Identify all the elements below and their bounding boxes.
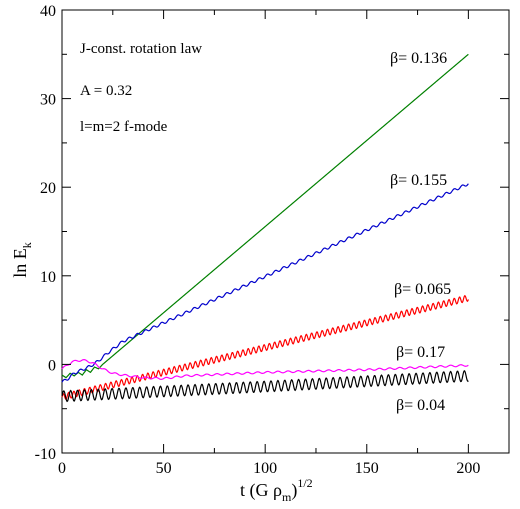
series-label-beta-0065: β= 0.065 xyxy=(394,281,451,298)
series-label-beta-0155: β= 0.155 xyxy=(390,172,447,189)
annotation-amplitude: A = 0.32 xyxy=(80,83,132,99)
y-tick-label: 20 xyxy=(40,180,56,197)
series-line-1 xyxy=(61,53,469,379)
x-tick-label: 200 xyxy=(456,460,480,477)
x-tick-label: 0 xyxy=(58,460,66,477)
y-tick-label: 10 xyxy=(40,269,56,286)
series-line-2 xyxy=(61,183,469,383)
annotation-rotation-law: J-const. rotation law xyxy=(80,41,202,57)
x-tick-label: 100 xyxy=(253,460,277,477)
x-axis-title: t (G ρm)1/2 xyxy=(240,476,313,504)
annotation-mode: l=m=2 f-mode xyxy=(80,119,168,135)
series-line-5 xyxy=(61,370,469,403)
x-tick-label: 50 xyxy=(156,460,172,477)
y-tick-label: 30 xyxy=(40,92,56,109)
y-tick-label: 40 xyxy=(40,3,56,20)
series-line-4 xyxy=(61,359,469,380)
plot-lines xyxy=(61,53,469,403)
y-tick-label: 0 xyxy=(48,357,56,374)
series-label-beta-0136: β= 0.136 xyxy=(390,50,447,67)
series-label-beta-017: β= 0.17 xyxy=(396,344,445,361)
y-axis-title: ln Ek xyxy=(10,242,34,278)
series-label-beta-004: β= 0.04 xyxy=(396,397,445,414)
series-line-3 xyxy=(61,294,469,401)
y-tick-label: -10 xyxy=(35,446,56,463)
x-tick-label: 150 xyxy=(355,460,379,477)
